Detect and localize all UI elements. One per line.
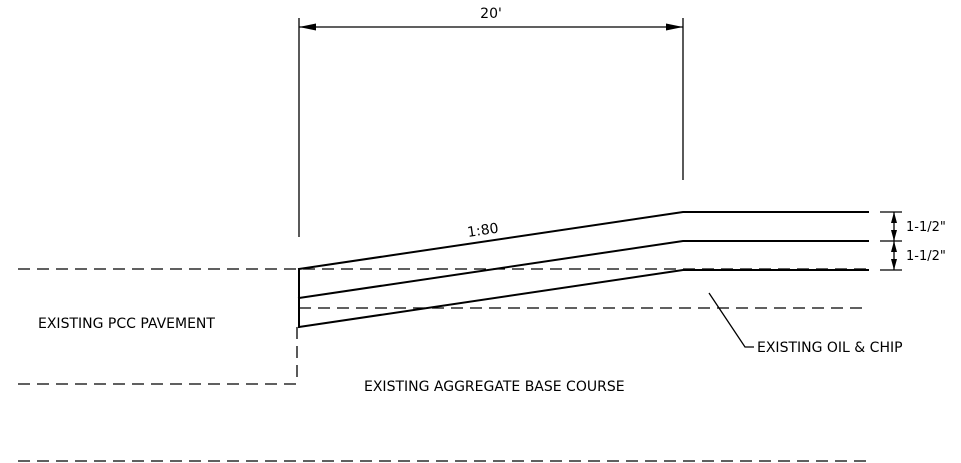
callouts: EXISTING PCC PAVEMENT EXISTING OIL & CHI… xyxy=(38,292,903,395)
bottom-lift-line xyxy=(297,269,869,329)
slope-label: 1:80 xyxy=(466,221,499,241)
overall-dimension: 20' xyxy=(298,6,684,237)
existing-oil-chip-label: EXISTING OIL & CHIP xyxy=(757,340,903,356)
thickness-arrow-2 xyxy=(891,230,897,241)
top-lift-thickness-label: 1-1/2" xyxy=(906,220,946,235)
existing-layers xyxy=(18,268,868,462)
middle-lift-line xyxy=(297,240,869,300)
thickness-arrow-1 xyxy=(891,212,897,223)
top-lift-surface xyxy=(297,211,869,271)
bottom-lift-thickness-label: 1-1/2" xyxy=(906,249,946,264)
existing-aggregate-base-label: EXISTING AGGREGATE BASE COURSE xyxy=(364,379,625,395)
thickness-arrow-4 xyxy=(891,259,897,270)
overall-dimension-label: 20' xyxy=(480,6,502,22)
existing-pcc-pavement-label: EXISTING PCC PAVEMENT xyxy=(38,316,215,332)
thickness-arrow-3 xyxy=(891,241,897,252)
oil-chip-leader-line xyxy=(708,292,754,348)
overlay-lifts: 1:80 xyxy=(297,211,869,329)
dimension-arrow-right xyxy=(666,23,683,31)
dimension-arrow-left xyxy=(299,23,316,31)
thickness-dimensions: 1-1/2" 1-1/2" xyxy=(880,211,946,271)
